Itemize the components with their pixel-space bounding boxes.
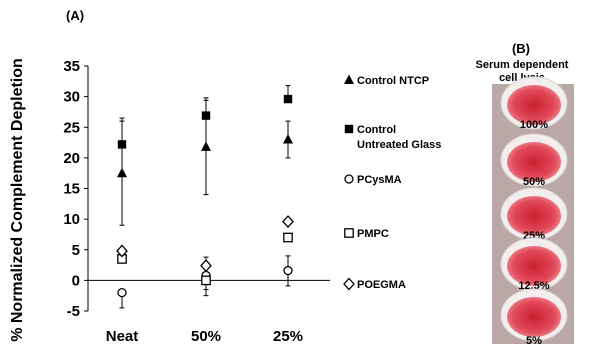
data-point: [200, 259, 212, 273]
data-point: [283, 94, 293, 104]
y-tick-label: 30: [63, 89, 80, 106]
well-sample: [507, 246, 561, 286]
data-point: [201, 141, 211, 151]
y-tick-label: 10: [63, 211, 80, 228]
y-axis-label: % Normalized Complement Depletion: [9, 58, 26, 342]
data-point: [283, 265, 293, 276]
data-point: [117, 140, 127, 149]
legend-marker: [344, 74, 354, 84]
well-label: 100%: [520, 119, 548, 131]
well-label: 50%: [523, 176, 545, 188]
legend-label: POEGMA: [357, 279, 406, 291]
y-tick-label: 15: [63, 181, 80, 198]
x-tick-label: Neat: [106, 328, 139, 344]
legend: Control NTCP Control Untreated Glass PCysMA…: [343, 74, 441, 291]
legend-label: Control: [357, 124, 396, 136]
legend-label: PMPC: [357, 228, 389, 240]
legend-marker: [344, 124, 354, 134]
legend-marker: [343, 277, 355, 291]
x-ticks: Neat 50% 25%: [106, 328, 303, 344]
well-plate-photo: 100%50%25%12.5%5%: [492, 76, 574, 344]
panel-a-label: (A): [66, 8, 84, 23]
legend-marker: [344, 174, 354, 184]
well-label: 5%: [526, 335, 542, 344]
panel-b-label: (B): [512, 41, 530, 56]
data-point: [282, 215, 294, 229]
data-point: [116, 244, 128, 258]
data-point: [283, 232, 293, 243]
well-label: 12.5%: [518, 280, 549, 292]
legend-label-line2: Untreated Glass: [357, 139, 441, 151]
data-point: [283, 134, 293, 144]
y-tick-label: -5: [67, 303, 80, 320]
well-sample: [507, 85, 561, 125]
y-ticks: -5 0 5 10 15 20 25 30 35: [63, 58, 88, 320]
x-tick-label: 25%: [273, 328, 303, 344]
well-sample: [507, 196, 561, 236]
well-sample: [507, 297, 561, 337]
data-point: [117, 167, 127, 178]
data-markers: [116, 94, 294, 298]
panel-b-title-line1: Serum dependent: [476, 59, 569, 71]
data-point: [201, 111, 211, 120]
y-tick-label: 0: [72, 272, 80, 289]
data-point: [201, 275, 211, 286]
well-sample: [507, 142, 561, 182]
x-tick-label: 50%: [191, 328, 221, 344]
legend-marker: [344, 228, 354, 238]
y-tick-label: 5: [72, 242, 80, 259]
y-tick-label: 35: [63, 58, 80, 75]
legend-label: PCysMA: [357, 174, 402, 186]
legend-label: Control NTCP: [357, 75, 429, 87]
y-tick-label: 20: [63, 150, 80, 167]
y-tick-label: 25: [63, 119, 80, 136]
data-point: [117, 287, 127, 298]
